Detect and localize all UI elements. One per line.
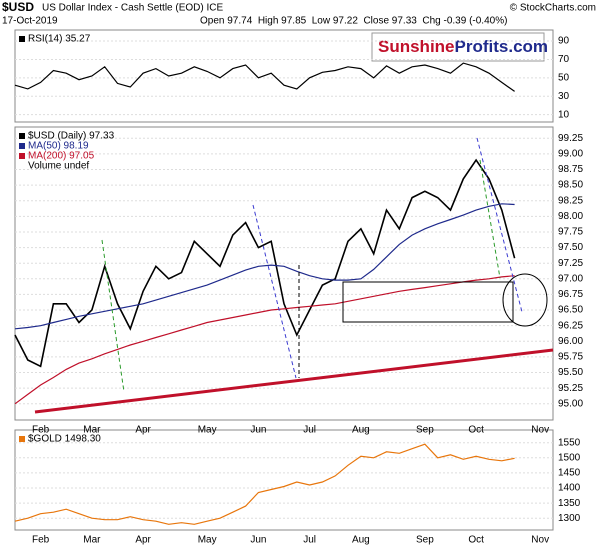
legend-swatch bbox=[19, 436, 25, 442]
y-tick-label: 1300 bbox=[558, 513, 581, 524]
y-tick-label: 96.50 bbox=[558, 305, 583, 316]
y-tick-label: 97.50 bbox=[558, 242, 583, 253]
gold-frame bbox=[14, 429, 554, 531]
y-tick-label: 95.75 bbox=[558, 352, 583, 363]
y-tick-label: 96.00 bbox=[558, 336, 583, 347]
y-tick-label: 1450 bbox=[558, 468, 581, 479]
y-tick-label: 1500 bbox=[558, 452, 581, 463]
legend-label: MA(200) 97.05 bbox=[28, 151, 95, 162]
y-tick-label: 99.25 bbox=[558, 133, 583, 144]
series-line bbox=[14, 158, 516, 368]
y-tick-label: 90 bbox=[558, 36, 570, 47]
x-tick-label: May bbox=[198, 425, 217, 436]
trend-line bbox=[34, 348, 554, 414]
logo: SunshineProfits.com bbox=[378, 37, 548, 56]
rsi-frame bbox=[14, 29, 554, 123]
series-line bbox=[14, 275, 515, 405]
legend-swatch bbox=[19, 153, 25, 159]
x-tick-label: Jun bbox=[250, 425, 266, 436]
dashed-line bbox=[479, 159, 501, 279]
legend-label: Volume undef bbox=[28, 161, 89, 172]
y-tick-label: 70 bbox=[558, 54, 570, 65]
dashed-line bbox=[476, 137, 523, 313]
panel-label: RSI(14) 35.27 bbox=[28, 34, 91, 45]
y-tick-label: 97.00 bbox=[558, 273, 583, 284]
y-tick-label: 97.25 bbox=[558, 258, 583, 269]
legend-swatch bbox=[19, 143, 25, 149]
y-tick-label: 1550 bbox=[558, 437, 581, 448]
legend-label: MA(50) 98.19 bbox=[28, 141, 89, 152]
y-tick-label: 96.25 bbox=[558, 320, 583, 331]
x-tick-label: Sep bbox=[416, 535, 434, 546]
y-tick-label: 10 bbox=[558, 109, 570, 120]
y-tick-label: 95.00 bbox=[558, 398, 583, 409]
date: 17-Oct-2019 bbox=[2, 16, 58, 27]
symbol: $USD bbox=[2, 0, 34, 14]
x-tick-label: Nov bbox=[531, 535, 549, 546]
legend-swatch bbox=[19, 36, 25, 42]
logo-box bbox=[371, 32, 545, 62]
x-tick-label: Sep bbox=[416, 425, 434, 436]
y-tick-label: 1400 bbox=[558, 483, 581, 494]
description: US Dollar Index - Cash Settle (EOD) ICE bbox=[42, 3, 223, 14]
y-tick-label: 95.25 bbox=[558, 383, 583, 394]
y-tick-label: 95.50 bbox=[558, 367, 583, 378]
dashed-line bbox=[101, 239, 125, 393]
y-tick-label: 98.50 bbox=[558, 180, 583, 191]
legend-label: $USD (Daily) 97.33 bbox=[28, 131, 115, 142]
y-tick-label: 98.00 bbox=[558, 211, 583, 222]
x-tick-label: Jul bbox=[303, 535, 316, 546]
x-tick-label: Nov bbox=[531, 425, 549, 436]
x-tick-label: Oct bbox=[468, 425, 484, 436]
dashed-line bbox=[252, 204, 297, 379]
copyright: © StockCharts.com bbox=[510, 3, 596, 14]
x-tick-label: Oct bbox=[468, 535, 484, 546]
series-line bbox=[14, 443, 515, 525]
series-line bbox=[14, 203, 515, 330]
y-tick-label: 98.25 bbox=[558, 195, 583, 206]
series-line bbox=[14, 62, 515, 92]
price-frame bbox=[14, 126, 554, 421]
x-tick-label: Aug bbox=[352, 425, 370, 436]
y-tick-label: 97.75 bbox=[558, 227, 583, 238]
x-tick-label: Apr bbox=[135, 535, 151, 546]
x-tick-label: Mar bbox=[83, 535, 101, 546]
x-tick-label: Jul bbox=[303, 425, 316, 436]
y-tick-label: 96.75 bbox=[558, 289, 583, 300]
x-tick-label: Mar bbox=[83, 425, 101, 436]
range-box bbox=[342, 281, 514, 323]
target-circle bbox=[502, 273, 548, 327]
y-tick-label: 99.00 bbox=[558, 149, 583, 160]
legend-label: $GOLD 1498.30 bbox=[28, 434, 101, 445]
y-tick-label: 30 bbox=[558, 91, 570, 102]
x-tick-label: Aug bbox=[352, 535, 370, 546]
x-tick-label: Jun bbox=[250, 535, 266, 546]
y-tick-label: 50 bbox=[558, 72, 570, 83]
y-tick-label: 98.75 bbox=[558, 164, 583, 175]
x-tick-label: Feb bbox=[32, 425, 50, 436]
quote: Open 97.74 High 97.85 Low 97.22 Close 97… bbox=[200, 16, 507, 27]
x-tick-label: Apr bbox=[135, 425, 151, 436]
y-tick-label: 1350 bbox=[558, 498, 581, 509]
legend-swatch bbox=[19, 133, 25, 139]
x-tick-label: May bbox=[198, 535, 217, 546]
x-tick-label: Feb bbox=[32, 535, 50, 546]
